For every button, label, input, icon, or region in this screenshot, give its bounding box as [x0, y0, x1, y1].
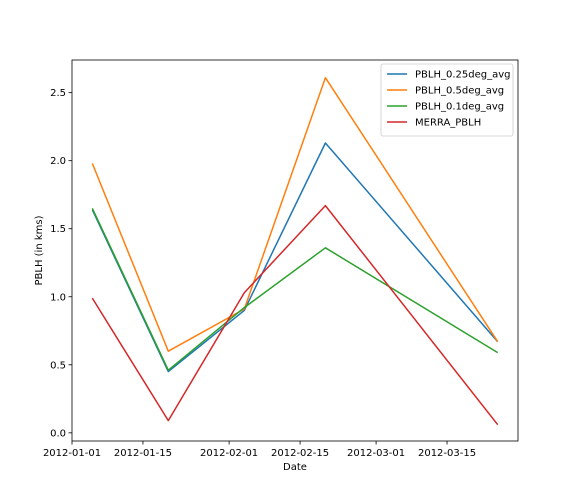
x-axis: 2012-01-01 2012-01-15 2012-02-01 2012-02-15…: [43, 441, 476, 459]
y-tick-label: 1.0: [50, 292, 66, 303]
y-tick-label: 2.0: [50, 156, 66, 167]
series-layer: [91, 76, 499, 426]
x-tick-label: 2012-01-15: [114, 448, 172, 459]
legend-entry-label: PBLH_0.1deg_avg: [415, 102, 504, 113]
plot-frame: [71, 59, 519, 442]
x-tick-label: 2012-02-01: [200, 448, 258, 459]
y-axis-label: PBLH (in kms): [34, 215, 45, 285]
x-tick-label: 2012-03-15: [418, 448, 476, 459]
legend-entry-label: MERRA_PBLH: [415, 118, 481, 129]
x-tick-label: 2012-01-01: [43, 448, 101, 459]
y-tick-label: 2.5: [50, 88, 66, 99]
y-axis: 0.0 0.5 1.0 1.5 2.0 2.5: [50, 88, 72, 439]
series-line: [91, 204, 499, 426]
legend-entry-label: PBLH_0.25deg_avg: [415, 70, 511, 81]
y-tick-label: 1.5: [50, 224, 66, 235]
legend-entry-label: PBLH_0.5deg_avg: [415, 86, 504, 97]
x-axis-label: Date: [283, 462, 307, 473]
legend: PBLH_0.25deg_avg PBLH_0.5deg_avg PBLH_0.1d…: [380, 63, 514, 137]
series-line: [91, 207, 499, 371]
y-tick-label: 0.0: [50, 428, 66, 439]
y-tick-label: 0.5: [50, 360, 66, 371]
legend-box: [380, 63, 514, 137]
x-tick-label: 2012-03-01: [347, 448, 405, 459]
series-line: [91, 76, 499, 352]
x-tick-label: 2012-02-15: [271, 448, 329, 459]
